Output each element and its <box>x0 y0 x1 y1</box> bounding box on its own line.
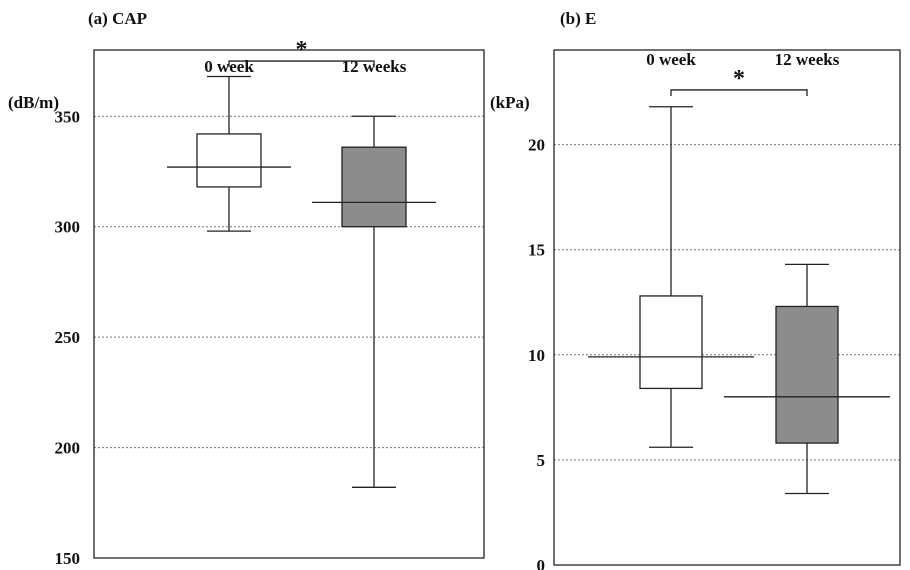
panel-title: (a) CAP <box>88 9 147 28</box>
y-tick-label: 0 <box>537 556 546 570</box>
box-iqr <box>341 146 407 228</box>
significance-bracket <box>670 89 808 96</box>
significance-bracket <box>228 60 375 68</box>
y-tick-label: 150 <box>55 549 81 568</box>
significance-star: * <box>733 66 745 92</box>
y-tick-label: 250 <box>55 328 81 347</box>
panel-stiffness: (b) E 0 week 12 weeks (kPa) 0 5 10 15 20 * <box>490 9 901 570</box>
y-tick-label: 200 <box>55 439 81 458</box>
y-tick-label: 5 <box>537 451 546 470</box>
panel-title: (b) E <box>560 9 596 28</box>
group-label: 0 week <box>646 50 696 69</box>
box-iqr <box>775 305 839 444</box>
y-tick-label: 10 <box>528 346 545 365</box>
y-axis-unit: (dB/m) <box>8 93 59 112</box>
box-iqr <box>196 133 262 188</box>
y-tick-label: 350 <box>55 107 81 126</box>
y-axis-unit: (kPa) <box>490 93 530 112</box>
y-tick-label: 20 <box>528 136 545 155</box>
plot-frame <box>553 49 901 566</box>
y-tick-label: 300 <box>55 218 81 237</box>
y-tick-label: 15 <box>528 241 545 260</box>
box-iqr <box>639 295 703 390</box>
group-label: 12 weeks <box>775 50 840 69</box>
significance-star: * <box>296 37 308 63</box>
plot-frame <box>93 49 485 559</box>
